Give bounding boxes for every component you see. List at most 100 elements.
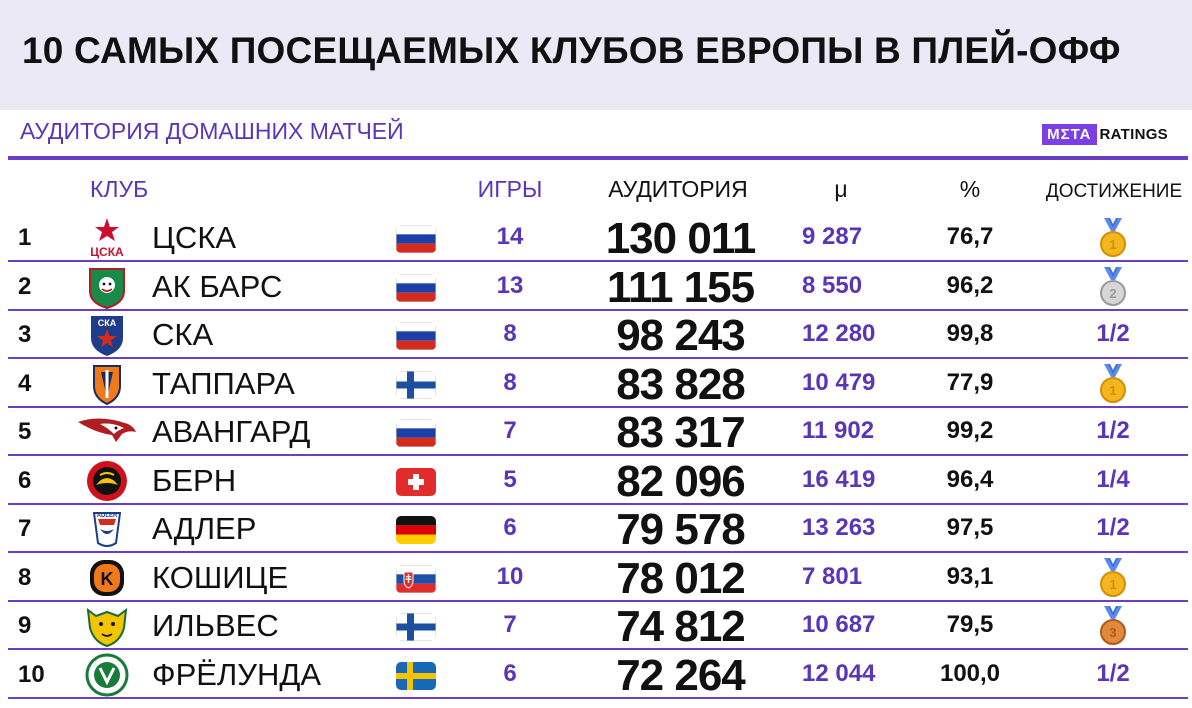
percent-cell: 77,9 bbox=[946, 368, 994, 396]
audience-cell: 83 317 bbox=[616, 408, 746, 457]
audience-cell: 130 011 bbox=[605, 214, 757, 263]
kosice-icon: K bbox=[78, 556, 136, 600]
audience-cell: 72 264 bbox=[616, 650, 746, 700]
games-cell: 8 bbox=[503, 320, 517, 347]
games-cell: 14 bbox=[496, 223, 524, 250]
achievement-cell: 1/4 bbox=[1096, 465, 1130, 493]
rank-cell: 4 bbox=[18, 369, 32, 397]
rank-cell: 9 bbox=[18, 612, 32, 639]
games-cell: 6 bbox=[503, 659, 517, 687]
bern-icon bbox=[78, 459, 136, 503]
svg-text:ADLER: ADLER bbox=[97, 513, 118, 519]
svg-text:1: 1 bbox=[1109, 237, 1116, 252]
row-divider bbox=[8, 405, 1188, 408]
rank-cell: 3 bbox=[18, 321, 32, 348]
gold-medal-icon: 1 bbox=[1098, 557, 1128, 598]
table-row: 8 K КОШИЦЕ 10 78 012 7 801 93,1 1 bbox=[0, 554, 1192, 603]
average-cell: 11 902 bbox=[802, 417, 875, 444]
avangard-icon bbox=[78, 410, 136, 454]
table-row: 9 ИЛЬВЕС 7 74 812 10 687 79,5 3 bbox=[0, 602, 1192, 651]
club-name: КОШИЦЕ bbox=[152, 559, 289, 595]
finland-flag-icon bbox=[396, 370, 436, 399]
svg-text:K: K bbox=[101, 569, 114, 589]
rank-cell: 6 bbox=[18, 466, 32, 494]
title-banner bbox=[0, 0, 1192, 110]
percent-cell: 99,2 bbox=[946, 417, 994, 444]
svg-text:ЦСКА: ЦСКА bbox=[90, 245, 124, 259]
table-row: 4 ТАППАРА 8 83 828 10 479 77,9 1 bbox=[0, 359, 1192, 409]
svg-text:3: 3 bbox=[1109, 625, 1116, 640]
akbars-icon bbox=[78, 265, 136, 309]
percent-cell: 79,5 bbox=[946, 611, 994, 638]
finland-flag-icon bbox=[396, 613, 436, 641]
table-row: 5 АВАНГАРД 7 83 317 11 902 99,2 1/2 bbox=[0, 408, 1192, 457]
percent-cell: 96,2 bbox=[946, 271, 994, 299]
russia-flag-icon bbox=[396, 225, 436, 253]
percent-cell: 93,1 bbox=[946, 562, 994, 590]
row-divider bbox=[8, 696, 1188, 699]
audience-cell: 74 812 bbox=[616, 602, 746, 651]
column-header-achievement: ДОСТИЖЕНИЕ bbox=[1045, 181, 1183, 202]
club-name: ИЛЬВЕС bbox=[152, 608, 279, 643]
table-row: 2 АК БАРС 13 111 155 8 550 96,2 2 bbox=[0, 263, 1192, 312]
switzerland-flag-icon bbox=[396, 467, 436, 496]
club-name: ФРЁЛУНДА bbox=[152, 656, 322, 692]
club-name: СКА bbox=[152, 317, 214, 352]
russia-flag-icon bbox=[396, 273, 436, 302]
average-cell: 12 044 bbox=[802, 659, 876, 687]
rank-cell: 2 bbox=[18, 272, 32, 300]
average-cell: 7 801 bbox=[802, 562, 863, 590]
page-title: 10 САМЫХ ПОСЕЩАЕМЫХ КЛУБОВ ЕВРОПЫ В ПЛЕЙ… bbox=[22, 30, 1121, 71]
table-row: 1 ЦСКА ЦСКА 14 130 011 9 287 76,7 1 bbox=[0, 214, 1192, 263]
svg-text:2: 2 bbox=[1109, 286, 1116, 301]
rank-cell: 1 bbox=[18, 224, 32, 251]
club-name: АДЛЕР bbox=[152, 511, 257, 546]
achievement-cell: 1/2 bbox=[1096, 417, 1130, 444]
achievement-cell: 1/2 bbox=[1096, 659, 1130, 687]
percent-cell: 100,0 bbox=[939, 659, 1001, 687]
percent-cell: 76,7 bbox=[946, 223, 994, 250]
audience-cell: 83 828 bbox=[616, 359, 746, 409]
sweden-flag-icon bbox=[396, 661, 436, 690]
games-cell: 10 bbox=[496, 562, 524, 590]
club-name: АВАНГАРД bbox=[152, 414, 311, 449]
row-divider bbox=[8, 308, 1188, 311]
rank-cell: 7 bbox=[18, 515, 32, 542]
ilves-icon bbox=[78, 604, 136, 648]
achievement-cell: 1/2 bbox=[1096, 514, 1130, 541]
table-row: 10 ФРЁЛУНДА 6 72 264 12 044 100,0 1/2 bbox=[0, 650, 1192, 700]
column-header-audience: АУДИТОРИЯ bbox=[608, 176, 748, 202]
gold-medal-icon: 1 bbox=[1098, 218, 1128, 258]
row-divider bbox=[8, 454, 1188, 456]
row-divider bbox=[8, 502, 1188, 505]
row-divider bbox=[8, 599, 1188, 602]
row-divider bbox=[8, 648, 1188, 650]
gold-medal-icon: 1 bbox=[1098, 363, 1128, 404]
frolunda-icon bbox=[78, 653, 136, 697]
logo-ratings: RATINGS bbox=[1099, 125, 1168, 143]
average-cell: 10 479 bbox=[802, 368, 876, 396]
table-row: 3 СКА СКА 8 98 243 12 280 99,8 1/2 bbox=[0, 311, 1192, 360]
germany-flag-icon bbox=[396, 516, 436, 544]
percent-cell: 96,4 bbox=[946, 465, 994, 493]
metaratings-logo: MΣTA RATINGS bbox=[1042, 122, 1168, 146]
row-divider bbox=[8, 260, 1188, 262]
audience-cell: 82 096 bbox=[616, 456, 746, 506]
slovakia-flag-icon bbox=[396, 564, 436, 593]
svg-text:1: 1 bbox=[1109, 577, 1116, 592]
rank-cell: 10 bbox=[18, 660, 45, 688]
column-header-average: μ bbox=[834, 176, 848, 202]
percent-cell: 99,8 bbox=[946, 320, 994, 347]
russia-flag-icon bbox=[396, 322, 436, 350]
cska-icon: ЦСКА bbox=[78, 216, 136, 260]
ska-icon: СКА bbox=[78, 313, 136, 357]
logo-meta: MΣTA bbox=[1042, 123, 1097, 145]
games-cell: 5 bbox=[503, 465, 517, 493]
average-cell: 12 280 bbox=[802, 320, 876, 347]
table-row: 7 ADLER АДЛЕР 6 79 578 13 263 97,5 1/2 bbox=[0, 505, 1192, 554]
column-header-club: КЛУБ bbox=[90, 176, 149, 202]
games-cell: 7 bbox=[503, 611, 517, 638]
rank-cell: 5 bbox=[18, 418, 32, 445]
row-divider bbox=[8, 551, 1188, 553]
club-name: ЦСКА bbox=[152, 220, 237, 255]
